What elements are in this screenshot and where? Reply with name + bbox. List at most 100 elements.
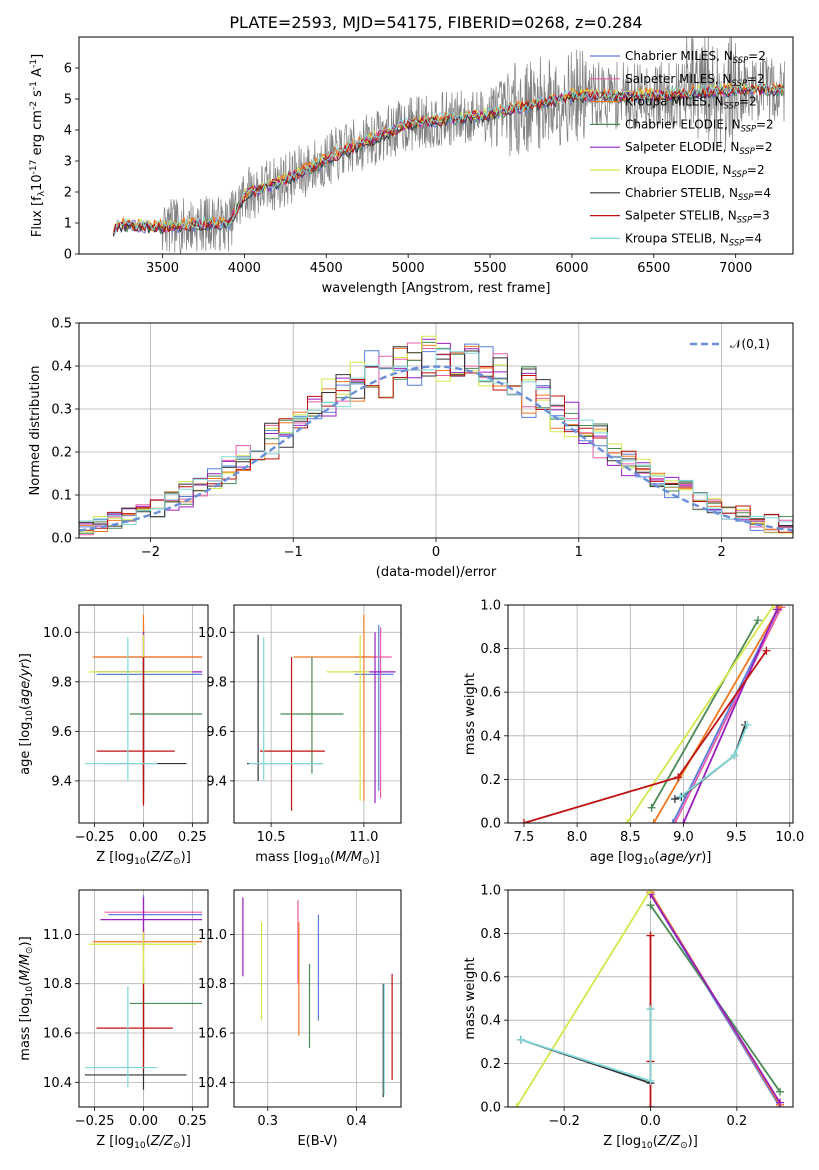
y-tick-label: 10.0 <box>198 626 227 641</box>
y-axis-label: mass weight <box>463 957 478 1039</box>
x-tick-label: 9.0 <box>673 830 694 845</box>
x-tick-label: −2 <box>141 545 160 560</box>
residuals-panel: −2 −1 0 1 2 0.0 0.1 0.2 0.3 0.4 0.5 (data-model)/er… <box>28 317 794 580</box>
y-tick-label: 0.5 <box>51 317 72 332</box>
point-marker <box>679 819 688 823</box>
y-tick-label: 0.6 <box>480 686 501 701</box>
x-tick-label: 0.00 <box>129 1114 158 1129</box>
point-marker <box>512 1103 521 1107</box>
point-marker <box>670 819 679 823</box>
y-tick-label: 9.6 <box>206 725 227 740</box>
errorbar-plot-area <box>84 894 203 1090</box>
x-tick-label: 10.0 <box>775 830 804 845</box>
mass-weight-line <box>649 893 781 1104</box>
observed-spectrum-line <box>113 37 785 254</box>
legend-entry: Salpeter STELIB, NSSP=3 <box>625 209 770 225</box>
y-axis-label: mass [log10(M/M⊙)] <box>18 936 35 1060</box>
y-tick-label: 9.4 <box>206 774 227 789</box>
y-tick-label: 9.6 <box>51 725 72 740</box>
point-marker <box>646 901 655 910</box>
mass-weight-line <box>626 605 775 823</box>
x-axis-label: E(B-V) <box>297 1134 337 1149</box>
x-tick-label: 0.0 <box>640 1114 661 1129</box>
figure-title: PLATE=2593, MJD=54175, FIBERID=0268, z=0… <box>229 13 642 32</box>
y-tick-label: 0.0 <box>480 1101 501 1116</box>
mass-vs-Z-panel: −0.25 0.00 0.25 10.4 10.6 10.8 11.0 Z [log10(Z/… <box>18 889 209 1151</box>
x-tick-label: 5000 <box>392 261 425 276</box>
x-tick-label: −0.2 <box>548 1114 580 1129</box>
point-marker <box>776 1087 785 1096</box>
y-tick-label: 0.8 <box>480 927 501 942</box>
point-marker <box>668 819 677 823</box>
y-tick-label: 10.8 <box>198 977 227 992</box>
y-tick-label: 4 <box>64 124 72 139</box>
errorbar-plot-area <box>242 897 393 1098</box>
x-tick-label: 2 <box>717 545 725 560</box>
x-tick-label: −0.25 <box>75 830 115 845</box>
legend-entry: Kroupa ELODIE, NSSP=2 <box>625 163 765 179</box>
y-tick-label: 2 <box>64 186 72 201</box>
legend-entry: Chabrier ELODIE, NSSP=2 <box>625 117 774 133</box>
y-tick-label: 10.6 <box>43 1027 72 1042</box>
x-tick-label: 4000 <box>228 261 261 276</box>
x-tick-label: 10.5 <box>257 830 286 845</box>
spectrum-legend: Chabrier MILES, NSSP=2 Salpeter MILES, NS… <box>590 49 774 247</box>
point-marker <box>769 605 778 609</box>
point-marker <box>646 931 655 940</box>
y-tick-label: 10.8 <box>43 977 72 992</box>
legend-entry: Salpeter MILES, NSSP=2 <box>625 72 765 88</box>
errorbar-plot-area <box>246 614 396 811</box>
errorbar-plot-area <box>84 614 203 806</box>
point-marker <box>676 792 685 801</box>
x-tick-label: 11.0 <box>349 830 378 845</box>
x-tick-label: 0.2 <box>727 1114 748 1129</box>
point-marker <box>646 890 655 894</box>
mass-weight-line <box>652 606 780 823</box>
y-tick-label: 10.0 <box>43 626 72 641</box>
y-tick-label: 9.8 <box>206 675 227 690</box>
point-marker <box>646 1103 655 1107</box>
x-tick-label: 8.5 <box>620 830 641 845</box>
x-tick-label: −1 <box>284 545 303 560</box>
point-marker <box>646 1005 655 1014</box>
x-axis-label: (data-model)/error <box>376 565 497 580</box>
point-marker <box>519 819 528 823</box>
model-line-salpeter-stelib <box>112 82 784 235</box>
x-tick-label: 3500 <box>146 261 179 276</box>
x-tick-label: −0.25 <box>75 1114 115 1129</box>
axes-frame <box>78 889 209 1108</box>
y-axis-label: Normed distribution <box>28 366 43 496</box>
mass-weight-line <box>650 619 759 809</box>
mass-vs-ebv-panel: 0.3 0.4 10.4 10.6 10.8 11.0 E(B-V) <box>198 889 402 1149</box>
y-tick-label: 0.2 <box>51 446 72 461</box>
histogram-step <box>79 348 793 525</box>
axes-frame <box>233 889 402 1108</box>
point-marker <box>646 1076 655 1085</box>
y-tick-label: 0.4 <box>51 360 72 375</box>
massweight-vs-age-panel: 7.5 8.0 8.5 9.0 9.5 10.0 0.0 0.2 0.4 0.6 0.8 1.0 age… <box>463 599 804 868</box>
y-axis-label: mass weight <box>463 673 478 755</box>
y-tick-label: 6 <box>64 62 72 77</box>
axes-frame <box>78 322 794 539</box>
y-tick-label: 5 <box>64 93 72 108</box>
x-axis-label: Z [log10(Z/Z⊙)] <box>603 1134 698 1151</box>
x-tick-label: 4500 <box>310 261 343 276</box>
y-tick-label: 10.6 <box>198 1027 227 1042</box>
point-marker <box>623 819 632 823</box>
axes-frame <box>507 889 794 1108</box>
x-tick-label: 0.25 <box>178 830 207 845</box>
legend-entry: Salpeter ELODIE, NSSP=2 <box>625 140 773 156</box>
legend-entry: Chabrier MILES, NSSP=2 <box>625 49 766 65</box>
legend-entry: Kroupa MILES, NSSP=2 <box>625 95 757 111</box>
y-tick-label: 0.4 <box>480 729 501 744</box>
x-axis-label: wavelength [Angstrom, rest frame] <box>322 281 551 296</box>
y-tick-label: 0.0 <box>51 532 72 547</box>
legend-entry: Chabrier STELIB, NSSP=4 <box>625 186 771 202</box>
y-tick-label: 0.1 <box>51 489 72 504</box>
x-tick-label: 8.0 <box>567 830 588 845</box>
y-tick-label: 11.0 <box>43 928 72 943</box>
mass-weight-line <box>515 890 652 1107</box>
spectrum-panel: 3500 4000 4500 5000 5500 6000 6500 7000 0 1 2 3 4 5 6 w… <box>29 36 794 296</box>
y-tick-label: 0.8 <box>480 642 501 657</box>
